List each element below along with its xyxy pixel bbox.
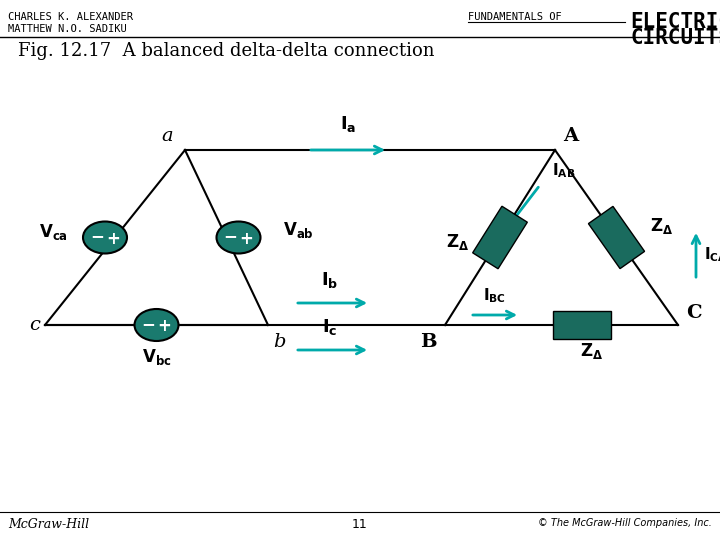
Text: a: a bbox=[161, 127, 173, 145]
Bar bbox=[552, 311, 611, 339]
Text: CHARLES K. ALEXANDER: CHARLES K. ALEXANDER bbox=[8, 12, 133, 22]
Text: CIRCUITS: CIRCUITS bbox=[630, 28, 720, 48]
Text: 11: 11 bbox=[352, 518, 368, 531]
Text: $\mathbf{I_a}$: $\mathbf{I_a}$ bbox=[340, 114, 356, 134]
Text: Fig. 12.17  A balanced delta-delta connection: Fig. 12.17 A balanced delta-delta connec… bbox=[18, 42, 434, 60]
Text: A: A bbox=[563, 127, 578, 145]
Text: FUNDAMENTALS OF: FUNDAMENTALS OF bbox=[468, 12, 562, 22]
Text: $\mathbf{I_b}$: $\mathbf{I_b}$ bbox=[321, 270, 338, 290]
Text: −: − bbox=[142, 315, 156, 333]
Text: C: C bbox=[686, 304, 701, 322]
Text: MATTHEW N.O. SADIKU: MATTHEW N.O. SADIKU bbox=[8, 24, 127, 34]
Text: McGraw-Hill: McGraw-Hill bbox=[8, 518, 89, 531]
Text: $\mathbf{Z_\Delta}$: $\mathbf{Z_\Delta}$ bbox=[580, 341, 603, 361]
Text: −: − bbox=[224, 227, 238, 246]
Text: $\mathbf{Z_\Delta}$: $\mathbf{Z_\Delta}$ bbox=[650, 215, 673, 235]
Text: +: + bbox=[106, 230, 120, 247]
Text: $\mathbf{I_{BC}}$: $\mathbf{I_{BC}}$ bbox=[484, 286, 506, 305]
Ellipse shape bbox=[83, 221, 127, 253]
Bar bbox=[588, 206, 644, 268]
Text: b: b bbox=[273, 333, 286, 351]
Text: $\mathbf{I_{CA}}$: $\mathbf{I_{CA}}$ bbox=[704, 246, 720, 265]
Text: $\mathbf{V_{bc}}$: $\mathbf{V_{bc}}$ bbox=[142, 347, 171, 367]
Text: c: c bbox=[29, 316, 40, 334]
Text: $\mathbf{I_c}$: $\mathbf{I_c}$ bbox=[323, 317, 338, 337]
Text: B: B bbox=[420, 333, 437, 351]
Ellipse shape bbox=[135, 309, 179, 341]
Text: $\mathbf{V_{ab}}$: $\mathbf{V_{ab}}$ bbox=[283, 219, 314, 240]
Text: ELECTRIC: ELECTRIC bbox=[630, 12, 720, 32]
Text: +: + bbox=[240, 230, 253, 247]
Text: $\mathbf{I_{AB}}$: $\mathbf{I_{AB}}$ bbox=[552, 161, 575, 180]
Text: © The McGraw-Hill Companies, Inc.: © The McGraw-Hill Companies, Inc. bbox=[538, 518, 712, 528]
Text: +: + bbox=[158, 317, 171, 335]
Text: −: − bbox=[90, 227, 104, 246]
Bar bbox=[472, 206, 527, 269]
Ellipse shape bbox=[217, 221, 261, 253]
Text: $\mathbf{V_{ca}}$: $\mathbf{V_{ca}}$ bbox=[39, 222, 68, 242]
Text: $\mathbf{Z_\Delta}$: $\mathbf{Z_\Delta}$ bbox=[446, 233, 469, 253]
